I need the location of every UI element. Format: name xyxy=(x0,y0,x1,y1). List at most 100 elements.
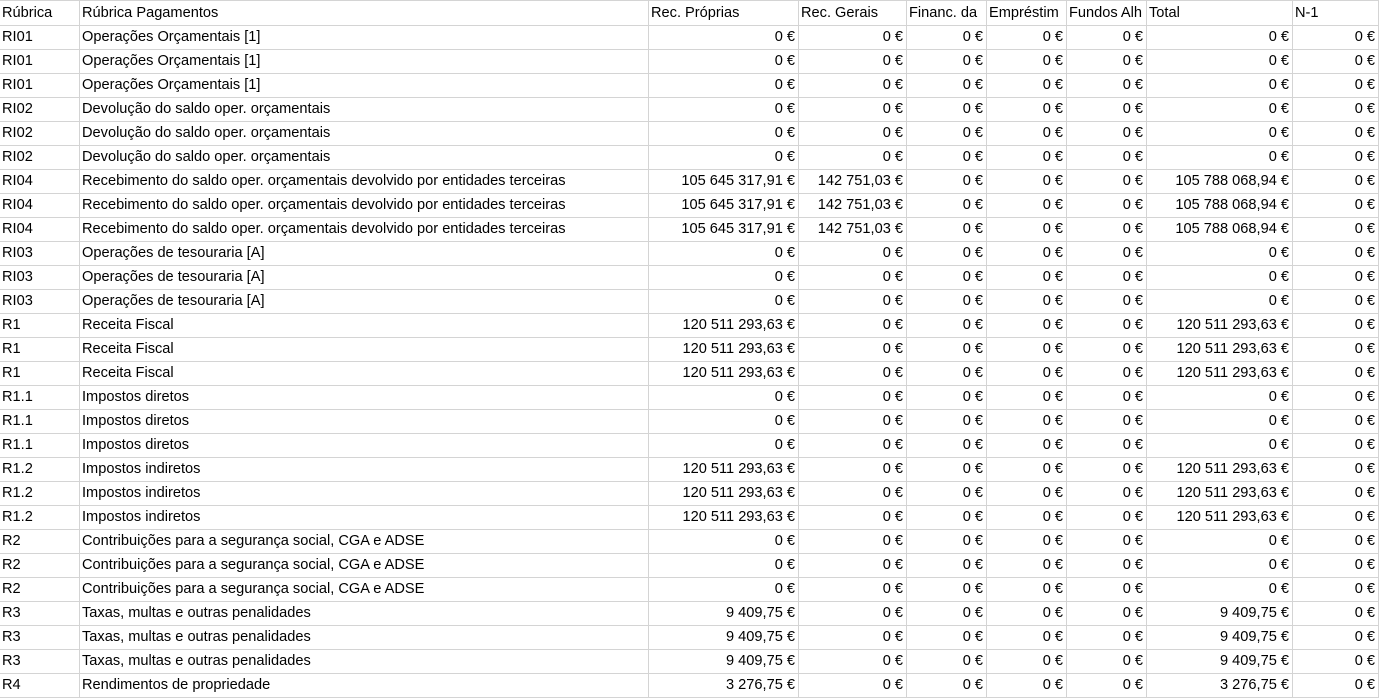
cell-n-1[interactable]: 0 € xyxy=(1293,266,1379,289)
cell-financ[interactable]: 0 € xyxy=(907,650,987,673)
cell-rubrica-pagamentos[interactable]: Devolução do saldo oper. orçamentais xyxy=(80,98,649,121)
cell-fundos-alheios[interactable]: 0 € xyxy=(1067,314,1147,337)
header-cell-rec-proprias[interactable]: Rec. Próprias xyxy=(649,1,799,25)
cell-financ[interactable]: 0 € xyxy=(907,530,987,553)
cell-rec-gerais[interactable]: 0 € xyxy=(799,458,907,481)
cell-rec-gerais[interactable]: 0 € xyxy=(799,482,907,505)
cell-emprestimos[interactable]: 0 € xyxy=(987,290,1067,313)
cell-rubrica-pagamentos[interactable]: Contribuições para a segurança social, C… xyxy=(80,554,649,577)
cell-total[interactable]: 0 € xyxy=(1147,530,1293,553)
cell-rubrica[interactable]: R1.1 xyxy=(0,410,80,433)
cell-fundos-alheios[interactable]: 0 € xyxy=(1067,50,1147,73)
cell-emprestimos[interactable]: 0 € xyxy=(987,194,1067,217)
cell-financ[interactable]: 0 € xyxy=(907,146,987,169)
cell-rubrica-pagamentos[interactable]: Taxas, multas e outras penalidades xyxy=(80,602,649,625)
cell-emprestimos[interactable]: 0 € xyxy=(987,626,1067,649)
cell-rubrica-pagamentos[interactable]: Devolução do saldo oper. orçamentais xyxy=(80,122,649,145)
cell-rubrica-pagamentos[interactable]: Contribuições para a segurança social, C… xyxy=(80,578,649,601)
cell-financ[interactable]: 0 € xyxy=(907,170,987,193)
cell-total[interactable]: 0 € xyxy=(1147,434,1293,457)
header-cell-total[interactable]: Total xyxy=(1147,1,1293,25)
cell-rec-proprias[interactable]: 120 511 293,63 € xyxy=(649,314,799,337)
cell-fundos-alheios[interactable]: 0 € xyxy=(1067,26,1147,49)
cell-n-1[interactable]: 0 € xyxy=(1293,530,1379,553)
cell-fundos-alheios[interactable]: 0 € xyxy=(1067,386,1147,409)
cell-rec-gerais[interactable]: 0 € xyxy=(799,314,907,337)
cell-emprestimos[interactable]: 0 € xyxy=(987,482,1067,505)
cell-rubrica-pagamentos[interactable]: Impostos indiretos xyxy=(80,506,649,529)
cell-rubrica[interactable]: RI04 xyxy=(0,194,80,217)
cell-financ[interactable]: 0 € xyxy=(907,26,987,49)
cell-n-1[interactable]: 0 € xyxy=(1293,410,1379,433)
cell-emprestimos[interactable]: 0 € xyxy=(987,674,1067,697)
cell-rubrica[interactable]: R3 xyxy=(0,650,80,673)
cell-financ[interactable]: 0 € xyxy=(907,410,987,433)
cell-rubrica[interactable]: R2 xyxy=(0,530,80,553)
cell-rec-gerais[interactable]: 0 € xyxy=(799,386,907,409)
cell-fundos-alheios[interactable]: 0 € xyxy=(1067,194,1147,217)
cell-n-1[interactable]: 0 € xyxy=(1293,290,1379,313)
cell-n-1[interactable]: 0 € xyxy=(1293,674,1379,697)
cell-emprestimos[interactable]: 0 € xyxy=(987,506,1067,529)
cell-fundos-alheios[interactable]: 0 € xyxy=(1067,434,1147,457)
cell-rubrica-pagamentos[interactable]: Recebimento do saldo oper. orçamentais d… xyxy=(80,218,649,241)
cell-rubrica[interactable]: R1 xyxy=(0,362,80,385)
cell-financ[interactable]: 0 € xyxy=(907,458,987,481)
cell-rec-proprias[interactable]: 0 € xyxy=(649,290,799,313)
cell-total[interactable]: 105 788 068,94 € xyxy=(1147,218,1293,241)
cell-total[interactable]: 0 € xyxy=(1147,290,1293,313)
cell-n-1[interactable]: 0 € xyxy=(1293,434,1379,457)
cell-rec-gerais[interactable]: 0 € xyxy=(799,602,907,625)
cell-emprestimos[interactable]: 0 € xyxy=(987,578,1067,601)
cell-rubrica[interactable]: R1 xyxy=(0,338,80,361)
cell-rec-gerais[interactable]: 0 € xyxy=(799,626,907,649)
cell-rubrica-pagamentos[interactable]: Receita Fiscal xyxy=(80,314,649,337)
cell-rubrica-pagamentos[interactable]: Operações Orçamentais [1] xyxy=(80,74,649,97)
cell-rec-gerais[interactable]: 0 € xyxy=(799,530,907,553)
cell-total[interactable]: 120 511 293,63 € xyxy=(1147,338,1293,361)
cell-financ[interactable]: 0 € xyxy=(907,314,987,337)
header-cell-rubrica[interactable]: Rúbrica xyxy=(0,1,80,25)
cell-total[interactable]: 0 € xyxy=(1147,554,1293,577)
cell-n-1[interactable]: 0 € xyxy=(1293,194,1379,217)
cell-emprestimos[interactable]: 0 € xyxy=(987,386,1067,409)
cell-fundos-alheios[interactable]: 0 € xyxy=(1067,170,1147,193)
cell-emprestimos[interactable]: 0 € xyxy=(987,554,1067,577)
cell-rubrica-pagamentos[interactable]: Devolução do saldo oper. orçamentais xyxy=(80,146,649,169)
cell-fundos-alheios[interactable]: 0 € xyxy=(1067,218,1147,241)
cell-n-1[interactable]: 0 € xyxy=(1293,602,1379,625)
cell-financ[interactable]: 0 € xyxy=(907,338,987,361)
header-cell-fundos-alheios[interactable]: Fundos Alh xyxy=(1067,1,1147,25)
cell-emprestimos[interactable]: 0 € xyxy=(987,530,1067,553)
cell-n-1[interactable]: 0 € xyxy=(1293,122,1379,145)
cell-n-1[interactable]: 0 € xyxy=(1293,506,1379,529)
cell-fundos-alheios[interactable]: 0 € xyxy=(1067,74,1147,97)
cell-emprestimos[interactable]: 0 € xyxy=(987,74,1067,97)
header-cell-financ[interactable]: Financ. da xyxy=(907,1,987,25)
cell-total[interactable]: 9 409,75 € xyxy=(1147,602,1293,625)
cell-rubrica-pagamentos[interactable]: Rendimentos de propriedade xyxy=(80,674,649,697)
cell-total[interactable]: 0 € xyxy=(1147,50,1293,73)
cell-rubrica[interactable]: RI04 xyxy=(0,170,80,193)
cell-rubrica-pagamentos[interactable]: Operações Orçamentais [1] xyxy=(80,26,649,49)
cell-rec-proprias[interactable]: 120 511 293,63 € xyxy=(649,458,799,481)
cell-rubrica-pagamentos[interactable]: Taxas, multas e outras penalidades xyxy=(80,626,649,649)
cell-total[interactable]: 120 511 293,63 € xyxy=(1147,482,1293,505)
cell-rubrica[interactable]: R1.2 xyxy=(0,482,80,505)
cell-total[interactable]: 9 409,75 € xyxy=(1147,650,1293,673)
cell-rec-gerais[interactable]: 0 € xyxy=(799,338,907,361)
cell-total[interactable]: 0 € xyxy=(1147,122,1293,145)
cell-rubrica[interactable]: R3 xyxy=(0,626,80,649)
header-cell-rec-gerais[interactable]: Rec. Gerais xyxy=(799,1,907,25)
cell-emprestimos[interactable]: 0 € xyxy=(987,410,1067,433)
cell-emprestimos[interactable]: 0 € xyxy=(987,50,1067,73)
cell-financ[interactable]: 0 € xyxy=(907,554,987,577)
cell-total[interactable]: 0 € xyxy=(1147,26,1293,49)
cell-rubrica-pagamentos[interactable]: Receita Fiscal xyxy=(80,362,649,385)
cell-rubrica[interactable]: RI02 xyxy=(0,146,80,169)
cell-fundos-alheios[interactable]: 0 € xyxy=(1067,122,1147,145)
cell-rubrica[interactable]: RI01 xyxy=(0,74,80,97)
cell-rec-gerais[interactable]: 0 € xyxy=(799,242,907,265)
cell-n-1[interactable]: 0 € xyxy=(1293,218,1379,241)
cell-rec-proprias[interactable]: 0 € xyxy=(649,578,799,601)
